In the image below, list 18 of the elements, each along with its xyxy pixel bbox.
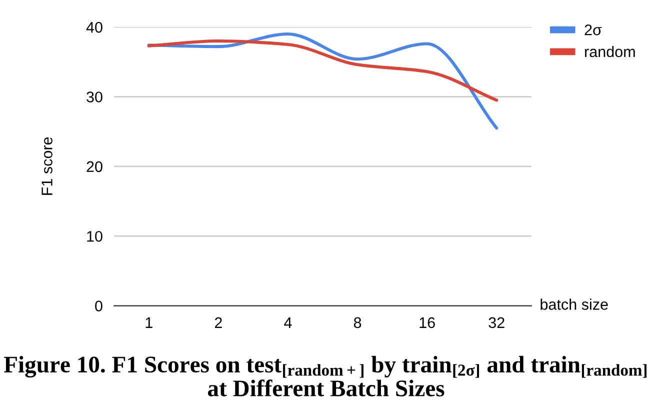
x-tick-label: 32: [488, 317, 504, 328]
x-tick-label: 4: [284, 317, 292, 328]
y-axis-title: F1 score: [42, 137, 52, 195]
line-series: [147, 32, 498, 130]
x-tick-label: 1: [146, 317, 152, 328]
x-tick-label: 16: [420, 317, 435, 328]
y-tick-label: 20: [86, 161, 102, 172]
legend-label: random: [585, 46, 635, 58]
line-series: [147, 39, 498, 102]
legend-label: 2σ: [584, 24, 602, 36]
y-tick-label: 30: [86, 92, 102, 102]
y-tick-label: 0: [95, 300, 102, 312]
x-axis-title: batch size: [540, 298, 608, 310]
x-tick-label: 2: [214, 317, 222, 328]
chart-title: Figure 10. F1 Scores on test$_{[random+]}$ by train$_{[2σ]}$ and train$_{[random]}$ at Different Batch Sizes: [4, 356, 647, 396]
y-tick-label: 10: [87, 230, 102, 242]
x-tick-label: 8: [354, 317, 362, 328]
y-tick-label: 40: [86, 22, 102, 33]
